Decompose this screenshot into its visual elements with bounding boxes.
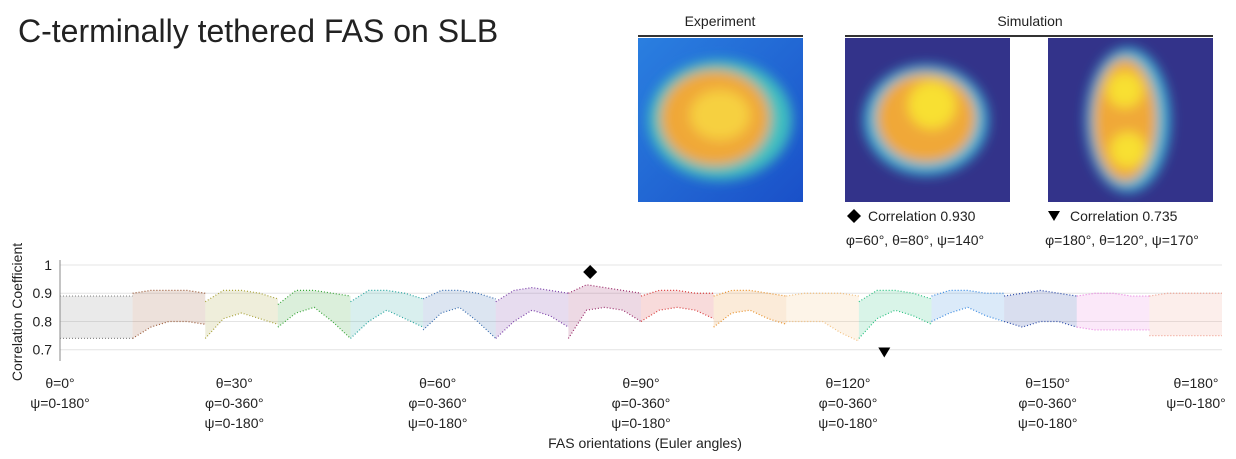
band	[278, 290, 351, 338]
x-annotation: φ=0-360°	[205, 395, 264, 411]
panel-title: Experiment	[685, 13, 756, 29]
band	[1077, 293, 1150, 330]
page: C-terminally tethered FAS on SLB Experim…	[0, 0, 1236, 459]
band	[205, 290, 278, 338]
band	[1149, 293, 1222, 335]
band	[351, 290, 424, 338]
simulation-image	[845, 38, 1010, 202]
panel-title: Simulation	[997, 13, 1062, 29]
match-angles: φ=180°, θ=120°, ψ=170°	[1045, 232, 1199, 248]
figure-title: C-terminally tethered FAS on SLB	[18, 13, 498, 49]
x-annotation: ψ=0-180°	[30, 395, 90, 411]
figure: C-terminally tethered FAS on SLB Experim…	[0, 0, 1236, 454]
band	[133, 290, 206, 338]
match-label: Correlation 0.930	[868, 208, 976, 224]
x-annotation: θ=120°	[826, 375, 871, 391]
y-tick-label: 0.8	[33, 313, 53, 329]
x-annotation: φ=0-360°	[1018, 395, 1077, 411]
band	[786, 293, 859, 341]
y-axis-title: Correlation Coefficient	[9, 243, 25, 381]
x-annotation: ψ=0-180°	[1166, 395, 1226, 411]
x-annotation: φ=0-360°	[408, 395, 467, 411]
y-tick-label: 0.7	[33, 342, 53, 358]
match-angles: φ=60°, θ=80°, ψ=140°	[846, 232, 984, 248]
plot: 0.7 0.8 0.9 1 θ=0° ψ=0-180° θ=30° φ=0-360° ψ=0-1…	[30, 257, 1226, 431]
x-annotation: θ=30°	[216, 375, 253, 391]
band	[423, 290, 496, 338]
x-annotation: ψ=0-180°	[818, 415, 878, 431]
x-annotation: φ=0-360°	[819, 395, 878, 411]
marker	[583, 265, 597, 279]
x-axis-title: FAS orientations (Euler angles)	[548, 435, 742, 451]
x-annotation: ψ=0-180°	[408, 415, 468, 431]
x-annotation: θ=0°	[45, 375, 74, 391]
x-annotation: θ=60°	[419, 375, 456, 391]
band	[859, 290, 932, 338]
x-annotation: θ=150°	[1025, 375, 1070, 391]
match-label: Correlation 0.735	[1070, 208, 1178, 224]
y-tick-label: 1	[44, 257, 52, 273]
x-annotation: θ=180°	[1174, 375, 1219, 391]
x-annotation: ψ=0-180°	[1018, 415, 1078, 431]
simulation-image	[1048, 38, 1213, 202]
triangle-symbol	[1048, 211, 1060, 221]
band	[932, 290, 1005, 321]
diamond-symbol	[847, 209, 861, 223]
x-annotation: θ=90°	[622, 375, 659, 391]
experiment-image	[638, 38, 803, 202]
band	[568, 285, 641, 339]
x-annotation: ψ=0-180°	[205, 415, 265, 431]
marker	[878, 348, 890, 358]
x-annotation: φ=0-360°	[612, 395, 671, 411]
band	[641, 290, 714, 321]
x-annotation: ψ=0-180°	[611, 415, 671, 431]
band	[60, 296, 133, 338]
y-tick-label: 0.9	[33, 285, 53, 301]
